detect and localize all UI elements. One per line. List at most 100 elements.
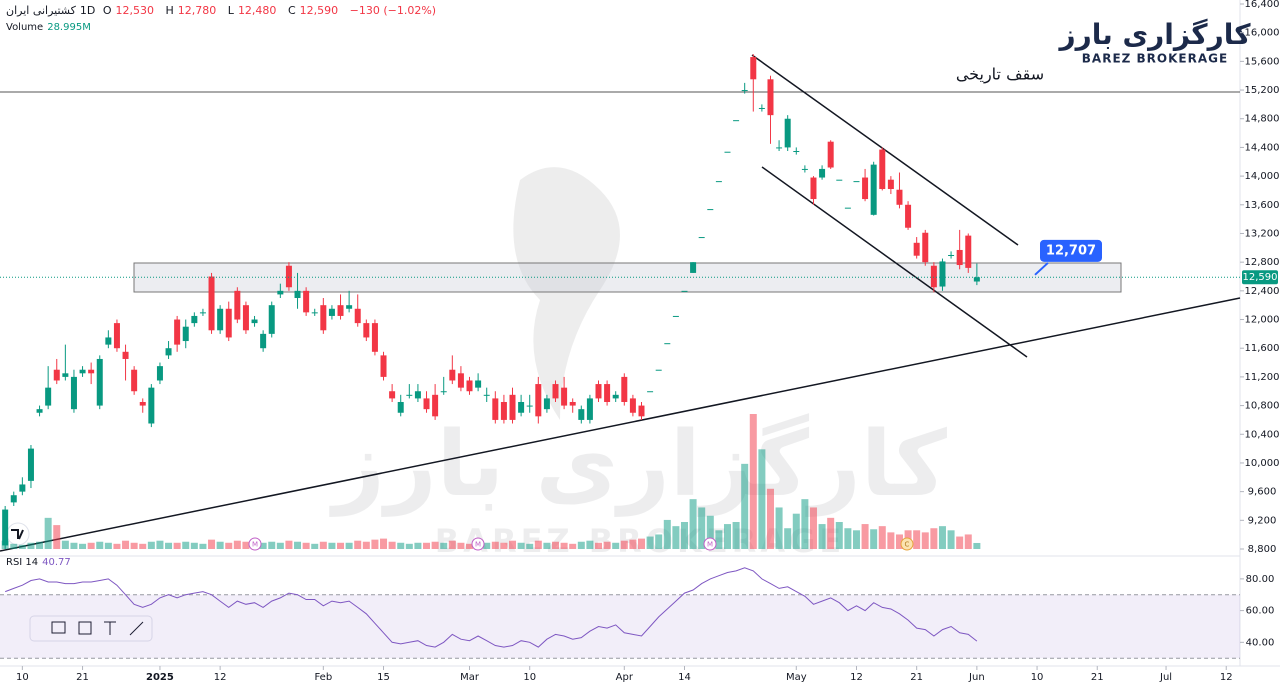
event-label: M xyxy=(707,541,713,549)
volume-value: 28.995M xyxy=(47,22,91,33)
candle-body xyxy=(879,149,886,190)
x-tick-label: 12 xyxy=(850,672,863,683)
volume-bar xyxy=(775,507,783,549)
volume-bar xyxy=(208,539,216,549)
candle-body xyxy=(930,265,937,288)
event-marker xyxy=(900,537,914,551)
volume-bar xyxy=(354,540,362,549)
candle-body xyxy=(715,181,722,183)
candle-body xyxy=(294,290,301,299)
candle-body xyxy=(397,401,404,413)
volume-bar xyxy=(190,542,198,549)
volume-bar xyxy=(637,538,645,549)
ohlc-open: O 12,530 xyxy=(103,4,158,17)
y-tick-label: 14,400 xyxy=(1245,142,1280,153)
rsi-line xyxy=(5,567,978,648)
volume-bar xyxy=(870,529,878,549)
candle-body xyxy=(260,333,267,349)
volume-bar xyxy=(311,543,319,549)
candle-body xyxy=(285,265,292,288)
tool-callout[interactable] xyxy=(51,621,66,634)
tool-line[interactable] xyxy=(129,621,144,636)
candle-body xyxy=(139,401,146,406)
candle-body xyxy=(122,351,129,359)
volume-bar xyxy=(723,524,731,549)
candle-body xyxy=(724,151,731,153)
y-tick-label: 16,000 xyxy=(1245,28,1280,39)
candle-body xyxy=(836,179,843,181)
volume-bar xyxy=(96,541,104,549)
volume-bar xyxy=(818,524,826,549)
watermark: کارگزاری بارز BAREZ BROKERAGE xyxy=(329,167,948,560)
volume-bar xyxy=(646,536,654,549)
candle-body xyxy=(664,343,671,345)
volume-bar xyxy=(964,534,972,549)
candle-body xyxy=(19,484,26,492)
candle-body xyxy=(492,398,499,420)
candle-body xyxy=(655,369,662,371)
candle-body xyxy=(371,323,378,352)
candle-body xyxy=(604,384,611,402)
candle-body xyxy=(844,207,851,209)
y-tick-label: 8,800 xyxy=(1248,544,1277,555)
volume-bar xyxy=(483,542,491,549)
tool-rectangle[interactable] xyxy=(78,621,92,635)
candle-body xyxy=(905,204,912,228)
volume-bar xyxy=(259,542,267,549)
volume-bar xyxy=(526,543,534,549)
volume-bar xyxy=(36,541,44,549)
volume-bar xyxy=(706,515,714,549)
candle-body xyxy=(191,315,198,324)
tool-text[interactable] xyxy=(104,621,116,635)
volume-bar xyxy=(560,542,568,549)
volume-bar xyxy=(895,534,903,549)
volume-bar xyxy=(766,488,774,549)
rsi-tick-label: 60.00 xyxy=(1246,606,1275,617)
candle-body xyxy=(578,409,585,420)
last-price-label: 12,590 xyxy=(1243,272,1278,283)
candle-body xyxy=(10,495,17,503)
candle-body xyxy=(268,305,275,334)
brand-name: کارگزاری بارز xyxy=(1057,18,1251,51)
candle-body xyxy=(741,90,748,92)
candle-body xyxy=(647,391,654,393)
candle-body xyxy=(629,398,636,413)
candle-body xyxy=(27,448,34,481)
candle-body xyxy=(758,107,765,109)
candle-body xyxy=(621,376,628,402)
volume-bar xyxy=(388,541,396,549)
volume-bar xyxy=(466,543,474,549)
volume-bar xyxy=(70,542,78,549)
volume-bar xyxy=(887,532,895,549)
candle-body xyxy=(913,242,920,256)
candle-body xyxy=(638,405,645,417)
volume-bar xyxy=(758,449,766,549)
candle-body xyxy=(810,177,817,200)
candle-body xyxy=(518,401,525,413)
candle-body xyxy=(690,262,697,273)
volume-bar xyxy=(655,534,663,549)
candle-body xyxy=(105,337,112,345)
volume-bar xyxy=(543,542,551,549)
candle-body xyxy=(96,358,103,406)
volume-bar xyxy=(139,543,147,549)
volume-bar xyxy=(79,543,87,549)
volume-bar xyxy=(104,542,112,549)
ohlc-value: 12,590 xyxy=(299,4,339,17)
volume-bar xyxy=(18,544,26,549)
candle-body xyxy=(801,168,808,170)
candle-body xyxy=(698,237,705,239)
x-tick-label: 2025 xyxy=(146,672,174,683)
volume-bar xyxy=(216,541,224,549)
volume-bar xyxy=(827,517,835,549)
candle-body xyxy=(62,373,69,377)
volume-bar xyxy=(268,541,276,549)
x-tick-label: Jun xyxy=(968,672,985,683)
volume-bar xyxy=(173,542,181,549)
volume-bar xyxy=(397,542,405,549)
candle-body xyxy=(53,369,60,381)
volume-bar xyxy=(741,463,749,549)
volume-bar xyxy=(319,541,327,549)
callout-box xyxy=(1040,239,1102,262)
rsi-value: 40.77 xyxy=(42,557,71,568)
